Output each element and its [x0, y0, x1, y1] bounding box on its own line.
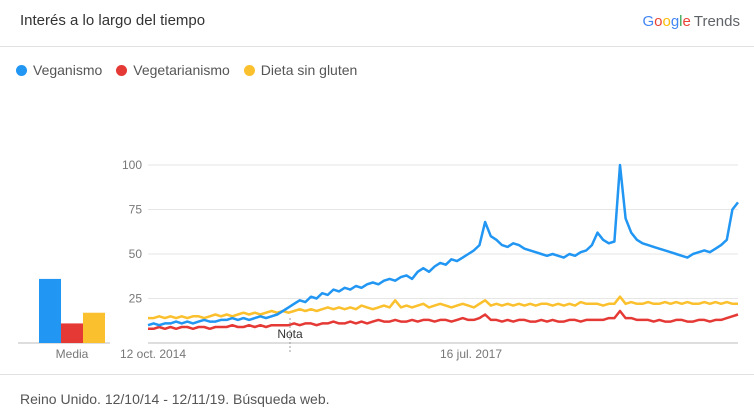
widget-header: Interés a lo largo del tiempo Google Tren… — [0, 0, 754, 47]
y-tick-label: 50 — [129, 247, 143, 261]
series-line-veganismo — [147, 163, 739, 327]
footer-text: Reino Unido. 12/10/14 - 12/11/19. Búsque… — [20, 391, 330, 407]
series-line-dieta-sin-gluten — [148, 295, 738, 320]
y-tick-label: 100 — [122, 158, 142, 172]
legend-dot-icon — [243, 64, 255, 76]
annotation-label: Nota — [277, 327, 303, 341]
legend-dot-icon — [16, 64, 27, 76]
chart-legend: Veganismo Vegetarianismo Dieta sin glute… — [16, 62, 357, 78]
average-bar — [61, 323, 83, 343]
average-bar — [39, 278, 61, 343]
chart-canvas[interactable]: 25 50 75 100 Media 12 oct. 2014 16 jul. 2017 No… — [0, 0, 754, 374]
x-tick-label: 16 jul. 2017 — [440, 347, 502, 361]
brand-product: Trends — [693, 13, 740, 30]
brand-letter: o — [654, 13, 663, 30]
average-label: Media — [56, 347, 89, 361]
series-line-vegetarianismo — [148, 309, 739, 331]
brand-letter: e — [682, 13, 691, 30]
brand-letter: o — [662, 13, 671, 30]
legend-item-veganismo[interactable]: Veganismo — [16, 62, 102, 78]
legend-item-vegetarianismo[interactable]: Vegetarianismo — [116, 62, 230, 78]
widget-title: Interés a lo largo del tiempo — [20, 12, 206, 29]
y-tick-label: 75 — [129, 203, 143, 217]
x-tick-label: 12 oct. 2014 — [120, 347, 186, 361]
legend-label: Vegetarianismo — [133, 62, 230, 78]
google-trends-logo[interactable]: Google Trends — [642, 13, 740, 30]
brand-letter: g — [670, 13, 680, 30]
legend-label: Dieta sin gluten — [260, 62, 358, 78]
brand-letter: l — [679, 13, 683, 30]
widget-footer: Reino Unido. 12/10/14 - 12/11/19. Búsque… — [0, 374, 754, 420]
average-bar — [83, 312, 105, 343]
legend-item-dieta-sin-gluten[interactable]: Dieta sin gluten — [243, 62, 358, 78]
legend-label: Veganismo — [33, 62, 103, 78]
brand-letter: G — [642, 13, 655, 30]
legend-dot-icon — [116, 64, 128, 76]
y-tick-label: 25 — [129, 292, 143, 306]
